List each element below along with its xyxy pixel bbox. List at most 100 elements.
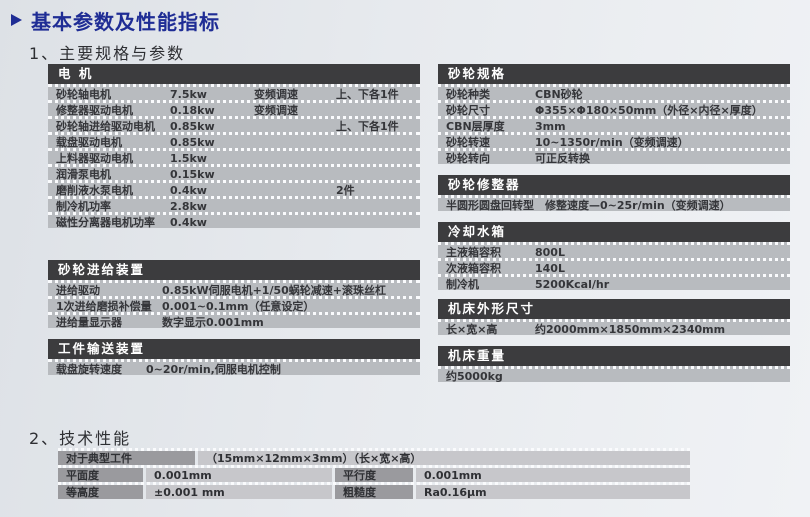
perf-value: Ra0.16μm [416,485,690,499]
perf-row: 对于典型工件 （15mm×12mm×3mm）（长×宽×高） [58,448,690,465]
row-value [328,151,420,164]
perf-row: 平面度 0.001mm 平行度 0.001mm [58,465,690,482]
table-weight: 机床重量 约5000kg [438,346,790,382]
table-row: 润滑泵电机 0.15kw [48,164,420,180]
tech-perf-heading: 2、技术性能 [29,429,132,448]
row-label: 修整器驱动电机 [56,104,133,116]
table-header-wheel: 砂轮规格 [438,64,790,84]
row-label: 1次进给磨损补偿量 [56,300,152,312]
row-label: 砂轮轴进给驱动电机 [56,120,155,132]
perf-label: 对于典型工件 [58,451,195,465]
table-convey: 工件输送装置 载盘旋转速度 0~20r/min,伺服电机控制 [48,339,420,375]
row-value [246,167,328,180]
row-value: 0.85kw [170,136,215,148]
table-wheel: 砂轮规格砂轮种类 CBN砂轮 砂轮尺寸 Φ355×Φ180×50mm（外径×内径×厚度… [438,64,790,164]
table-row: 进给驱动 0.85kW伺服电机+1/50蜗轮减速+滚珠丝杠 [48,280,420,296]
table-row: 磁性分离器电机功率 0.4kw [48,212,420,228]
table-row: 次液箱容积 140L [438,258,790,274]
row-value: 上、下各1件 [336,120,399,132]
table-row: 载盘旋转速度 0~20r/min,伺服电机控制 [48,359,420,375]
row-label: 磨削液水泵电机 [56,184,133,196]
row-value [246,183,328,196]
row-value [246,151,328,164]
row-value: 800L [535,246,565,258]
perf-value: ±0.001 mm [146,485,332,499]
row-value: 0.85kw [170,120,215,132]
row-label: 长×宽×高 [446,323,498,335]
table-motor: 电 机砂轮轴电机 7.5kw 变频调速 上、下各1件 修整器驱动电机 0.18kw 变频调速… [48,64,420,228]
perf-value: 0.001mm [416,468,690,482]
row-label: 约5000kg [446,370,503,382]
row-label: 制冷机 [446,278,479,290]
table-feed: 砂轮进给装置 进给驱动 0.85kW伺服电机+1/50蜗轮减速+滚珠丝杠 1次进给磨损… [48,260,420,328]
row-value: 2件 [336,184,355,196]
row-label: 砂轮轴电机 [56,88,111,100]
row-value: 变频调速 [254,104,298,116]
table-row: 1次进给磨损补偿量 0.001~0.1mm（任意设定） [48,296,420,312]
table-dresser: 砂轮修整器 半圆形圆盘回转型 修整速度—0~25r/min（变频调速） [438,175,790,211]
row-label: CBN层厚度 [446,120,505,132]
row-value: 1.5kw [170,152,207,164]
table-header-convey: 工件输送装置 [48,339,420,359]
table-row: 半圆形圆盘回转型 修整速度—0~25r/min（变频调速） [438,195,790,211]
row-value [328,103,420,116]
row-value: 3mm [535,120,566,132]
row-label: 主液箱容积 [446,246,501,258]
row-label: 磁性分离器电机功率 [56,216,155,228]
left-column: 电 机砂轮轴电机 7.5kw 变频调速 上、下各1件 修整器驱动电机 0.18kw 变频调速… [48,64,420,375]
row-value: 0.85kW伺服电机+1/50蜗轮减速+滚珠丝杠 [162,284,387,296]
table-row: 进给量显示器 数字显示0.001mm [48,312,420,328]
row-label: 进给量显示器 [56,316,122,328]
row-value: 可正反转换 [535,152,590,164]
row-value: 0.4kw [170,184,207,196]
table-row: 上料器驱动电机 1.5kw [48,148,420,164]
row-value: 修整速度—0~25r/min（变频调速） [545,199,731,211]
row-value: 变频调速 [254,88,298,100]
row-label: 载盘旋转速度 [56,363,122,375]
perf-label: 平面度 [58,468,143,482]
row-value: 上、下各1件 [336,88,399,100]
table-row: 砂轮轴进给驱动电机 0.85kw 上、下各1件 [48,116,420,132]
row-value: 0.4kw [170,216,207,228]
row-label: 制冷机功率 [56,200,111,212]
row-value: 2.8kw [170,200,207,212]
row-value: 数字显示0.001mm [162,316,264,328]
table-row: 约5000kg [438,366,790,382]
table-row: 载盘驱动电机 0.85kw [48,132,420,148]
table-row: 砂轮尺寸 Φ355×Φ180×50mm（外径×内径×厚度） [438,100,790,116]
row-label: 进给驱动 [56,284,100,296]
table-row: 砂轮转向 可正反转换 [438,148,790,164]
table-row: 制冷机 5200Kcal/hr [438,274,790,290]
row-value [328,215,420,228]
table-row: 修整器驱动电机 0.18kw 变频调速 [48,100,420,116]
row-label: 砂轮尺寸 [446,104,490,116]
row-value: 5200Kcal/hr [535,278,610,290]
row-value: 7.5kw [170,88,207,100]
perf-label: 平行度 [335,468,413,482]
row-label: 砂轮种类 [446,88,490,100]
row-value [246,199,328,212]
row-label: 次液箱容积 [446,262,501,274]
table-row: 砂轮种类 CBN砂轮 [438,84,790,100]
table-row: 制冷机功率 2.8kw [48,196,420,212]
right-triangle-icon [11,14,22,26]
table-row: 主液箱容积 800L [438,242,790,258]
main-specs-heading: 1、主要规格与参数 [29,44,186,63]
row-label: 上料器驱动电机 [56,152,133,164]
row-value [246,215,328,228]
perf-label: 粗糙度 [335,485,413,499]
row-value: 0.15kw [170,168,215,180]
page-title: 基本参数及性能指标 [31,10,220,34]
table-coolant: 冷却水箱 主液箱容积 800L 次液箱容积 140L 制冷机 5200Kcal/hr [438,222,790,290]
perf-row: 等高度 ±0.001 mm 粗糙度 Ra0.16μm [58,482,690,499]
row-value: 0.001~0.1mm（任意设定） [162,300,315,312]
row-value [328,135,420,148]
row-value: 10~1350r/min（变频调速） [535,136,689,148]
row-label: 砂轮转向 [446,152,490,164]
row-label: 砂轮转速 [446,136,490,148]
row-value [246,135,328,148]
table-row: CBN层厚度 3mm [438,116,790,132]
table-dims: 机床外形尺寸 长×宽×高 约2000mm×1850mm×2340mm [438,299,790,335]
row-value: CBN砂轮 [535,88,583,100]
table-header-dims: 机床外形尺寸 [438,299,790,319]
